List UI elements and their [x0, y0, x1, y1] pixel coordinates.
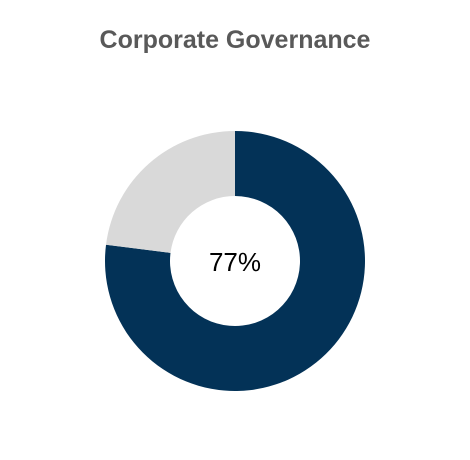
- center-percent-label: 77%: [209, 247, 261, 277]
- donut-slices: [105, 131, 365, 391]
- donut-slice-1: [106, 131, 235, 253]
- donut-slice-0: [105, 131, 365, 391]
- chart-title: Corporate Governance: [99, 26, 371, 54]
